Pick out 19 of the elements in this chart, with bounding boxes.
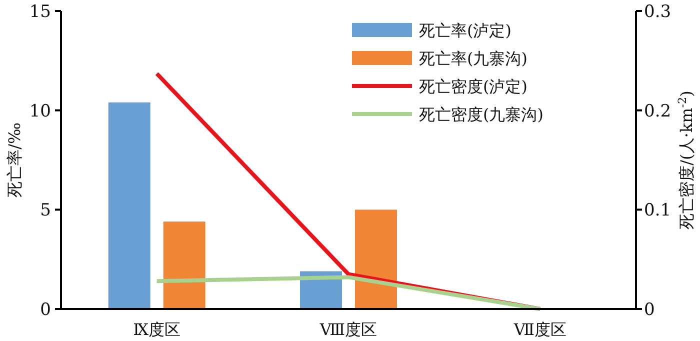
y2-tick-label: 0 [644,300,655,320]
y-tick-label: 15 [29,2,51,22]
legend-label: 死亡率(泸定) [419,21,512,40]
x-tick-label: Ⅶ度区 [512,320,566,339]
y-axis-title: 死亡率/‰ [5,122,24,198]
legend-label: 死亡密度(泸定) [419,77,528,96]
legend-label: 死亡密度(九寨沟) [419,105,544,124]
bar [108,102,150,309]
bar [355,210,397,309]
y2-tick-label: 0.1 [644,200,672,221]
legend-label: 死亡率(九寨沟) [419,49,528,68]
y2-tick-label: 0.2 [644,101,672,122]
bar [163,222,206,309]
y-tick-label: 5 [40,200,51,221]
x-tick-label: Ⅸ度区 [133,320,181,339]
y-tick-label: 10 [29,101,51,122]
y-tick-label: 0 [40,300,51,320]
x-tick-label: Ⅷ度区 [318,320,378,339]
y2-tick-label: 0.3 [644,2,672,22]
